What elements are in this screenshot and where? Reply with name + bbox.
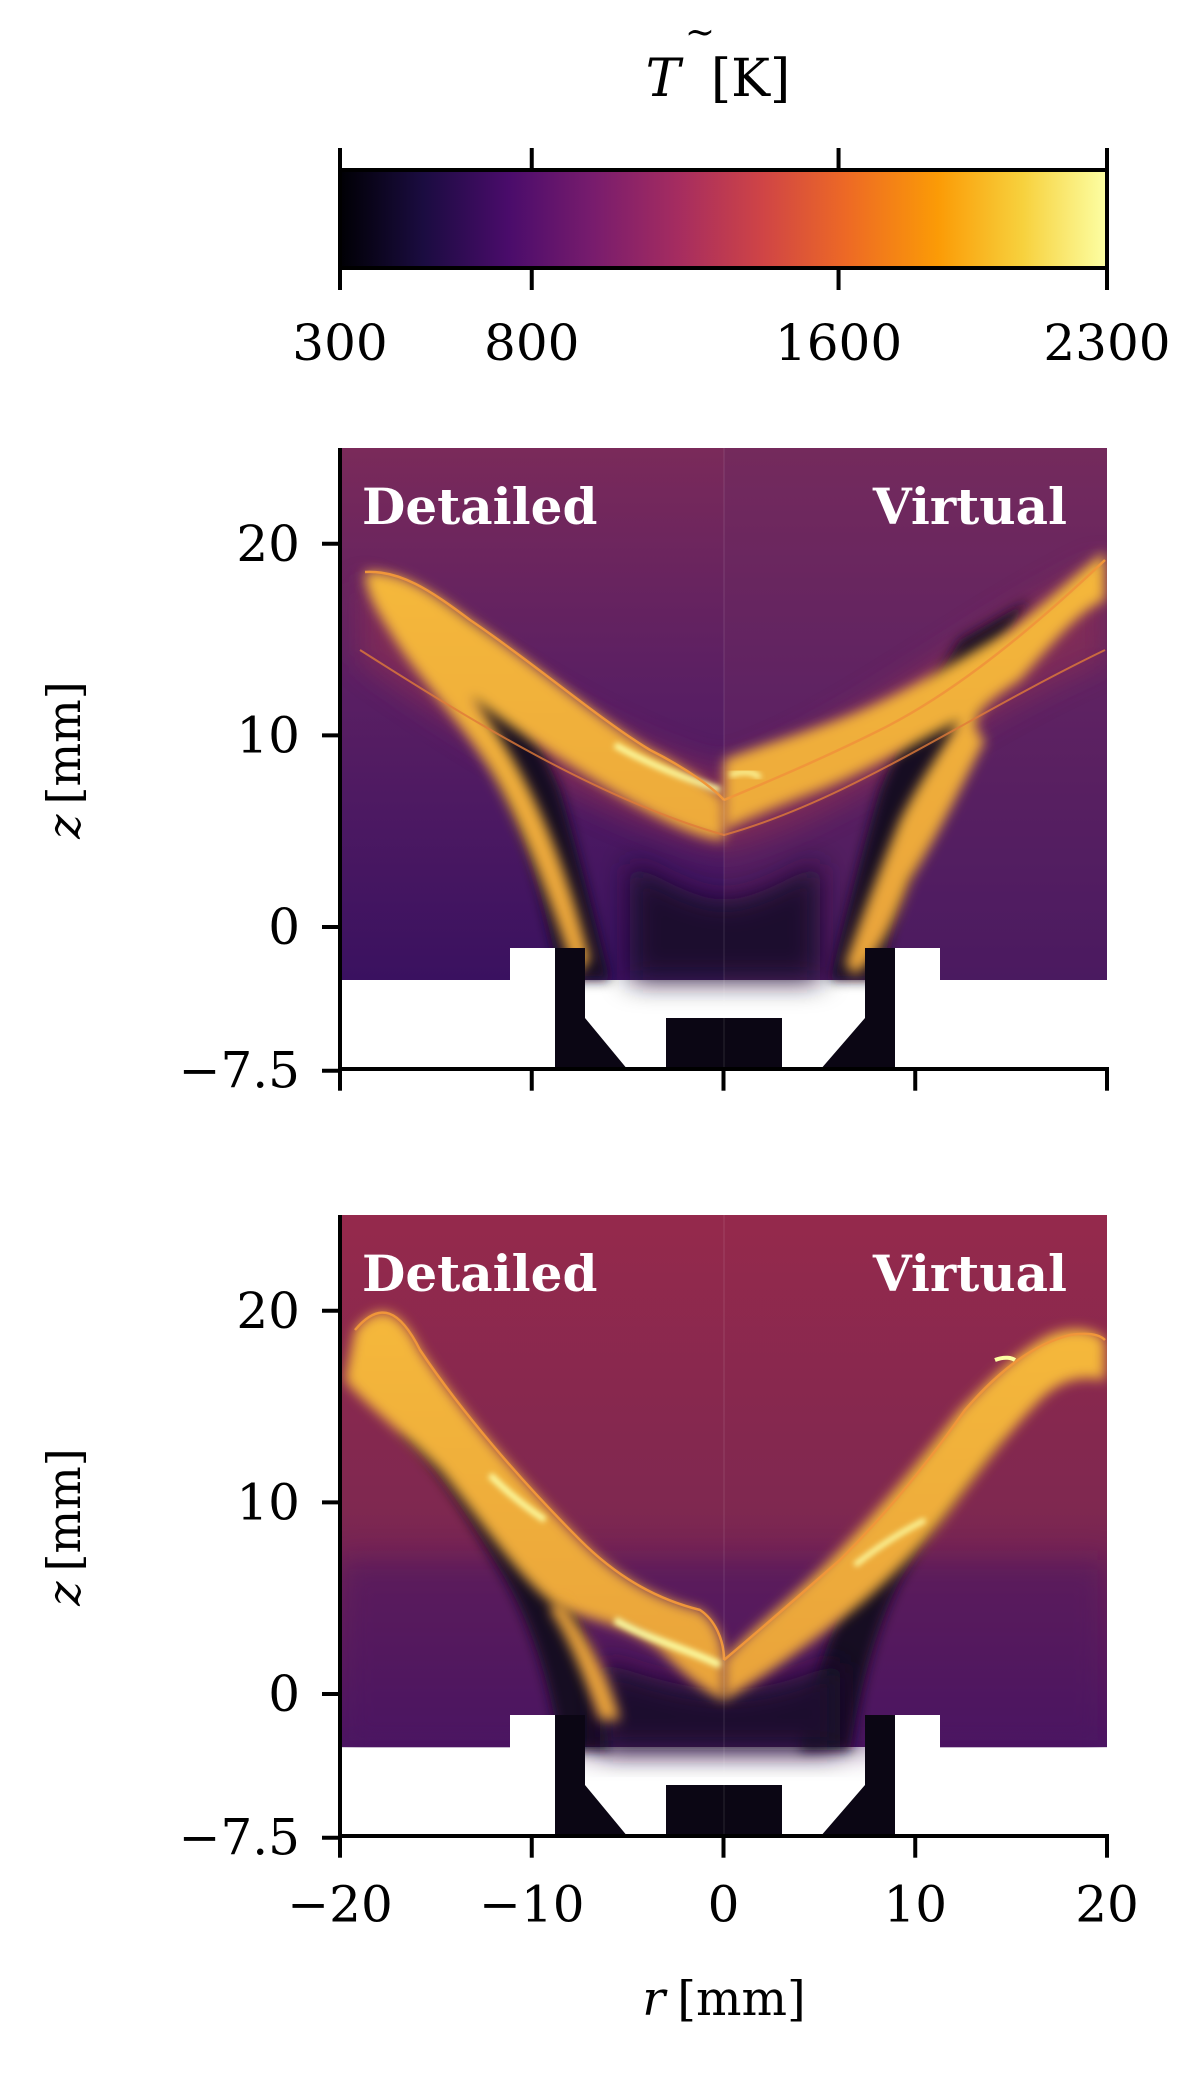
colorbar-tick-label: 2300 (1043, 314, 1170, 372)
panel-bottom-ylabel: z[mm] (37, 1448, 91, 1606)
panel-bottom-field (340, 1215, 1107, 1837)
x-axis-label: r [mm] (642, 1971, 805, 2027)
panel-top-x-ticks (338, 1070, 1109, 1091)
colorbar-tick-label: 1600 (775, 314, 902, 372)
colorbar: T [K] ~ 300 800 1600 2300 (292, 12, 1170, 372)
colorbar-label: T [K] (646, 49, 791, 109)
y-tick-label: −7.5 (179, 1042, 300, 1100)
panel-top: Detailed Virtual 20 10 0 −7.5 z[mm] (37, 448, 1109, 1100)
y-tick-label: 10 (236, 1473, 300, 1531)
x-tick-label: −20 (287, 1876, 393, 1934)
y-tick-label: 20 (236, 1282, 300, 1340)
panel-top-left-label: Detailed (362, 477, 597, 536)
y-tick-label: −7.5 (179, 1809, 300, 1867)
panel-top-ylabel: z[mm] (37, 681, 91, 839)
panel-bottom-x-ticks: −20 −10 0 10 20 (287, 1837, 1139, 1934)
y-tick-label: 20 (236, 515, 300, 573)
x-tick-label: 0 (708, 1876, 740, 1934)
panel-top-field (340, 448, 1107, 1070)
panel-top-right-label: Virtual (872, 477, 1067, 536)
y-tick-label: 0 (268, 1665, 300, 1723)
colorbar-tick-label: 800 (484, 314, 579, 372)
x-tick-label: −10 (479, 1876, 585, 1934)
panel-bottom-right-label: Virtual (872, 1244, 1067, 1303)
y-tick-label: 0 (268, 898, 300, 956)
colorbar-tick-label: 300 (292, 314, 387, 372)
x-tick-label: 20 (1075, 1876, 1139, 1934)
colorbar-gradient (338, 168, 1109, 270)
colorbar-tilde: ~ (685, 12, 715, 53)
y-tick-label: 10 (236, 706, 300, 764)
panel-bottom-left-label: Detailed (362, 1244, 597, 1303)
panel-bottom: Detailed Virtual 20 10 0 −7.5 −20 −10 0 10 20 z… (37, 1215, 1139, 1934)
x-tick-label: 10 (883, 1876, 947, 1934)
panel-bottom-y-ticks: 20 10 0 −7.5 (179, 1282, 340, 1867)
colorbar-ticks: 300 800 1600 2300 (292, 148, 1171, 372)
panel-top-y-ticks: 20 10 0 −7.5 (179, 515, 340, 1100)
